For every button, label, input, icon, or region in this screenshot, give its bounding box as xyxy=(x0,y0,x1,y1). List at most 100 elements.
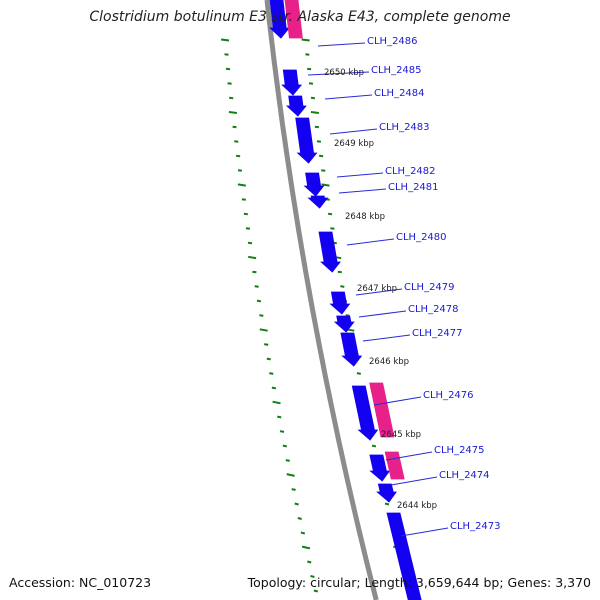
forward-cds-feature[interactable] xyxy=(369,382,395,438)
kbp-tick-label: 2650 kbp xyxy=(324,68,364,78)
reverse-cds-feature[interactable] xyxy=(369,454,391,482)
inner-tick-mark xyxy=(237,183,246,187)
inner-tick-mark xyxy=(269,372,274,375)
gene-label[interactable]: CLH_2474 xyxy=(439,470,490,481)
reverse-cds-feature[interactable] xyxy=(303,172,325,197)
backbone-ring xyxy=(264,0,379,600)
outer-tick-mark xyxy=(327,212,333,216)
inner-tick-mark xyxy=(234,140,239,143)
gene-leader-line xyxy=(317,42,366,47)
reverse-cds-feature[interactable] xyxy=(333,315,355,333)
outer-tick-mark xyxy=(371,444,377,448)
inner-tick-mark xyxy=(229,96,234,100)
inner-tick-mark xyxy=(241,198,246,201)
gene-leader-line xyxy=(338,188,387,194)
inner-tick-mark xyxy=(237,169,243,172)
gene-label[interactable]: CLH_2482 xyxy=(385,166,436,177)
accession-text: Accession: NC_010723 xyxy=(9,575,152,590)
inner-tick-mark xyxy=(256,299,262,303)
outer-tick-mark xyxy=(356,372,362,375)
inner-tick-mark xyxy=(266,357,271,361)
gene-leader-line xyxy=(324,94,373,100)
inner-tick-mark xyxy=(282,444,288,448)
backbone-line xyxy=(264,0,379,600)
map-title: Clostridium botulinum E3 str. Alaska E43… xyxy=(89,9,511,25)
inner-tick-mark xyxy=(243,212,248,216)
inner-tick-mark xyxy=(277,415,282,419)
outer-tick-mark xyxy=(301,38,310,42)
outer-tick-mark xyxy=(340,285,345,288)
kbp-tick-label: 2644 kbp xyxy=(397,501,437,511)
kbp-tick-label: 2646 kbp xyxy=(369,357,409,367)
gene-leader-line xyxy=(329,128,378,135)
gene-leader-line xyxy=(355,288,403,296)
reverse-cds-feature[interactable] xyxy=(281,69,303,96)
inner-tick-mark xyxy=(279,430,285,433)
outer-tick-mark xyxy=(310,96,316,100)
gene-leader-line xyxy=(358,310,407,318)
forward-cds-feature[interactable] xyxy=(284,0,303,39)
inner-tick-mark xyxy=(286,473,295,477)
gene-leader-line xyxy=(373,396,422,406)
reverse-cds-feature[interactable] xyxy=(386,512,422,600)
inner-tick-mark xyxy=(227,82,232,85)
inner-tick-mark xyxy=(248,255,257,260)
reverse-cds-feature[interactable] xyxy=(269,0,291,39)
outer-tick-mark xyxy=(384,502,390,506)
inner-tick-mark xyxy=(247,241,253,245)
reverse-cds-feature[interactable] xyxy=(329,291,351,315)
reverse-cds-feature[interactable] xyxy=(340,332,363,367)
gene-label[interactable]: CLH_2477 xyxy=(412,328,463,339)
gene-label[interactable]: CLH_2485 xyxy=(371,65,422,76)
inner-tick-mark xyxy=(313,589,319,593)
kbp-tick-label: 2645 kbp xyxy=(381,430,421,440)
reverse-cds-feature[interactable] xyxy=(376,483,397,503)
gene-leader-line xyxy=(307,71,370,76)
outer-tick-mark xyxy=(316,140,322,143)
inner-tick-mark xyxy=(271,386,277,390)
inner-tick-mark xyxy=(301,545,311,550)
reverse-cds-feature[interactable] xyxy=(351,385,379,441)
gene-label[interactable]: CLH_2480 xyxy=(396,232,447,243)
inner-tick-mark xyxy=(285,459,290,462)
reverse-cds-feature[interactable] xyxy=(318,231,341,273)
gene-label[interactable]: CLH_2473 xyxy=(450,521,501,532)
kbp-tick-label: 2647 kbp xyxy=(357,284,397,294)
feature-track xyxy=(269,0,422,600)
inner-tick-mark xyxy=(297,517,302,520)
outer-tick-mark xyxy=(321,183,330,187)
gene-label[interactable]: CLH_2476 xyxy=(423,390,474,401)
inner-tick-mark xyxy=(245,227,251,230)
outer-tick-mark xyxy=(318,154,324,158)
inner-tick-mark xyxy=(220,38,230,42)
label-leader-lines xyxy=(307,42,449,537)
outer-tick-mark xyxy=(337,270,342,274)
reverse-cds-feature[interactable] xyxy=(307,195,329,209)
outer-tick-mark xyxy=(308,82,314,85)
forward-cds-feature[interactable] xyxy=(384,451,405,480)
kbp-tick-label: 2649 kbp xyxy=(334,139,374,149)
outer-tick-mark xyxy=(310,111,320,114)
inner-tick-mark xyxy=(235,154,241,158)
genome-summary-text: Topology: circular; Length: 3,659,644 bp… xyxy=(247,575,591,590)
gene-label[interactable]: CLH_2483 xyxy=(379,122,430,133)
gene-leader-line xyxy=(385,451,433,461)
inner-tick-mark xyxy=(300,531,306,535)
gene-label[interactable]: CLH_2478 xyxy=(408,304,459,315)
gene-leader-line xyxy=(400,527,449,537)
gene-label[interactable]: CLH_2481 xyxy=(388,182,439,193)
inner-tick-mark xyxy=(294,502,299,506)
gene-label[interactable]: CLH_2475 xyxy=(434,445,485,456)
outer-tick-mark xyxy=(330,227,335,230)
kbp-tick-label: 2648 kbp xyxy=(345,212,385,222)
reverse-cds-feature[interactable] xyxy=(285,95,307,117)
gene-label[interactable]: CLH_2486 xyxy=(367,36,418,47)
gene-leader-line xyxy=(336,172,384,178)
gene-label[interactable]: CLH_2484 xyxy=(374,88,425,99)
inner-tick-mark xyxy=(252,270,257,274)
reverse-cds-feature[interactable] xyxy=(295,117,318,164)
inner-tick-mark xyxy=(272,400,281,405)
inner-tick-mark xyxy=(310,575,315,578)
gene-label[interactable]: CLH_2479 xyxy=(404,282,455,293)
